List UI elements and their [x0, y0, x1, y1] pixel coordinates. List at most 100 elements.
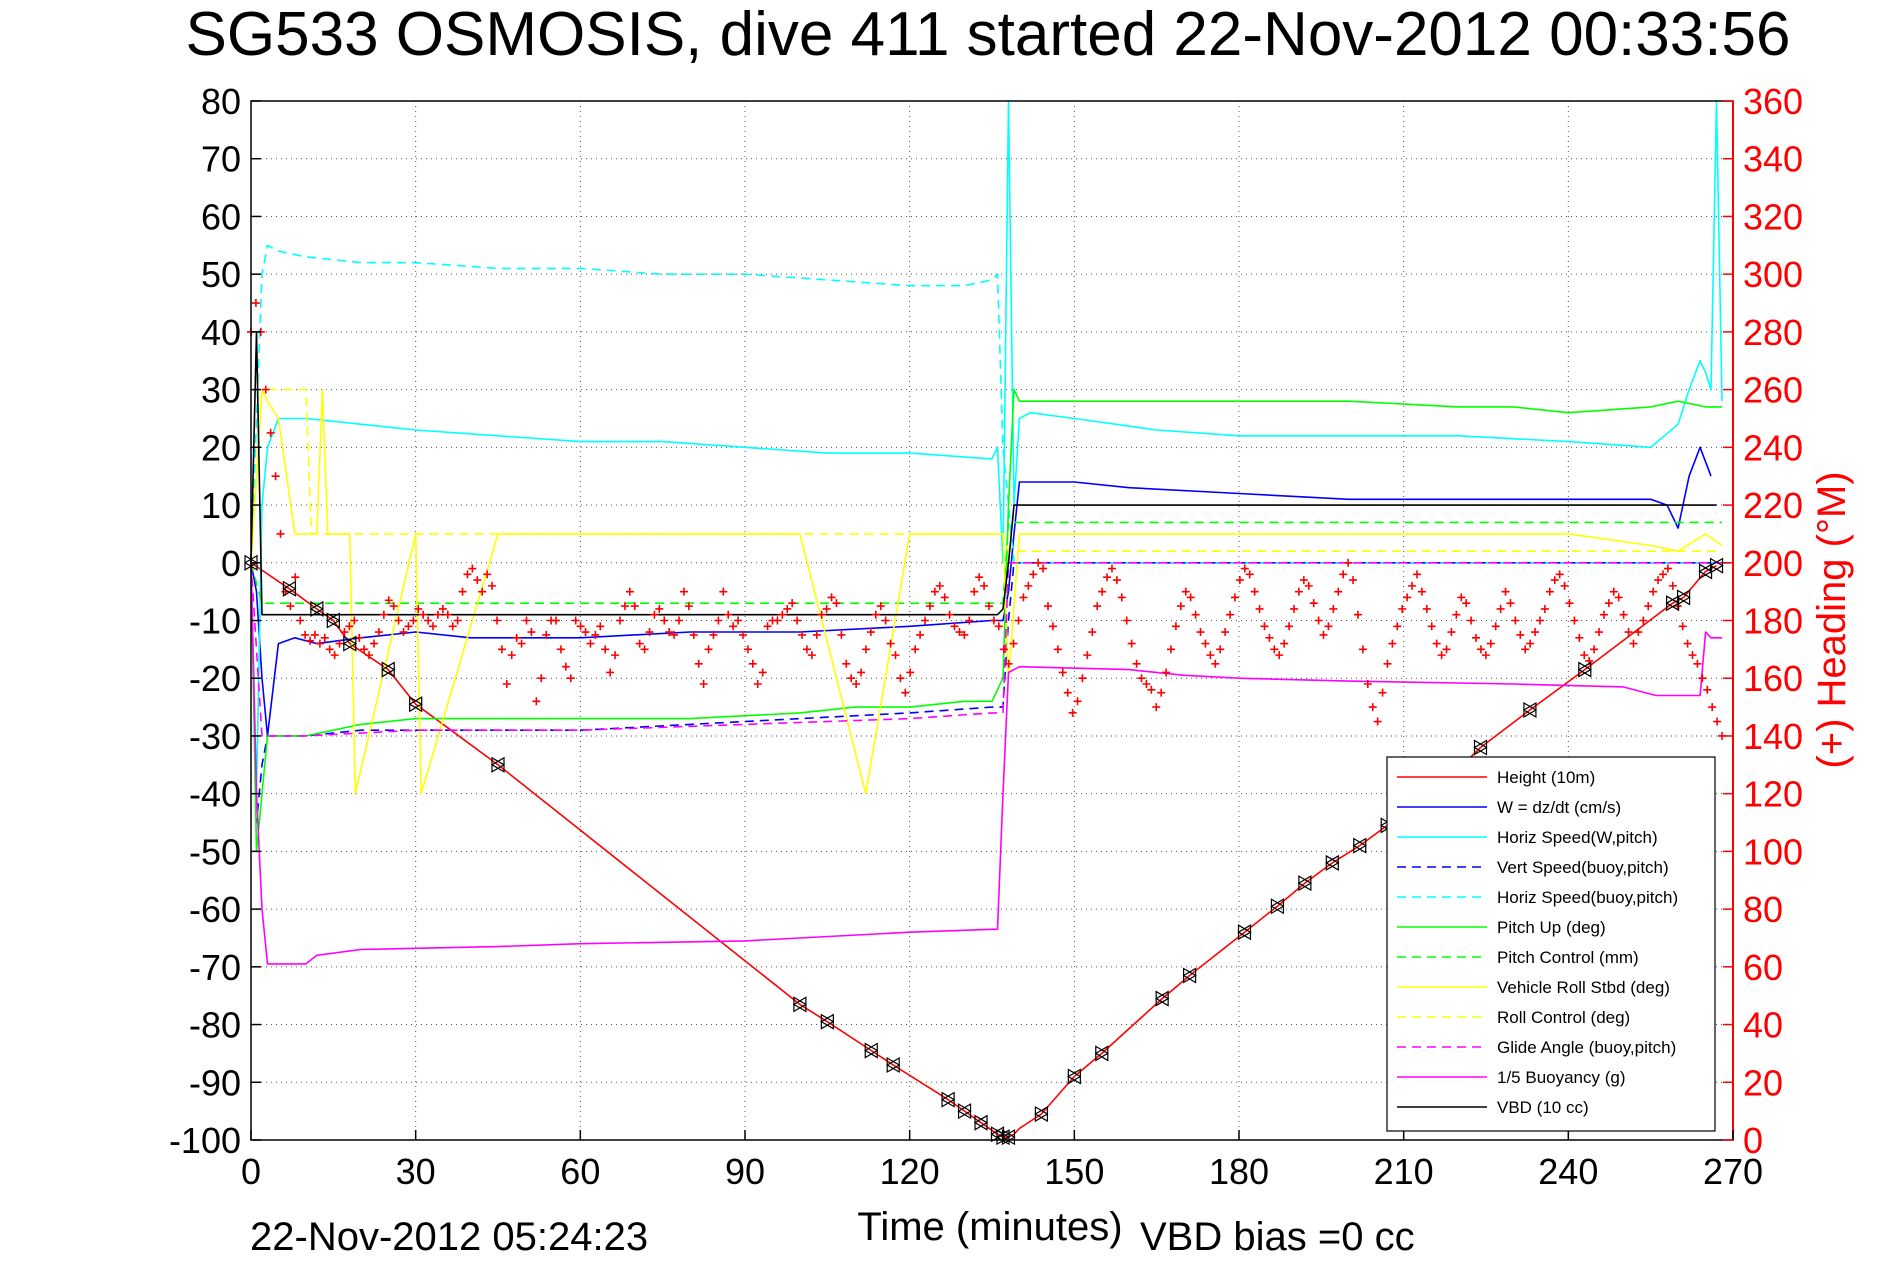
height-marker — [792, 996, 807, 1013]
heading-point — [296, 616, 305, 625]
heading-point — [1319, 630, 1328, 639]
y2-tick-label: 280 — [1743, 312, 1803, 353]
heading-point — [1083, 651, 1092, 660]
heading-point — [1604, 599, 1613, 608]
heading-point — [1496, 604, 1505, 613]
series-line-10 — [250, 561, 1722, 737]
heading-point — [1521, 645, 1530, 654]
height-marker — [342, 635, 357, 652]
heading-point — [817, 610, 826, 619]
heading-point — [497, 645, 506, 654]
heading-point — [291, 573, 300, 582]
heading-point — [724, 610, 733, 619]
y2-tick-label: 0 — [1743, 1120, 1763, 1161]
heading-point — [748, 659, 757, 668]
y-tick-label: 0 — [221, 543, 241, 584]
heading-point — [1048, 622, 1057, 631]
x-tick-label: 30 — [396, 1151, 436, 1192]
heading-point — [1447, 628, 1456, 637]
heading-point — [1334, 587, 1343, 596]
heading-point — [719, 587, 728, 596]
heading-point — [468, 564, 477, 573]
height-marker — [973, 1114, 988, 1131]
heading-point — [1157, 688, 1166, 697]
heading-point — [1550, 576, 1559, 585]
heading-point — [1540, 604, 1549, 613]
heading-point — [837, 630, 846, 639]
heading-point — [1634, 628, 1643, 637]
heading-point — [1117, 593, 1126, 602]
heading-point — [1565, 599, 1574, 608]
heading-point — [404, 622, 413, 631]
heading-point — [365, 651, 374, 660]
heading-point — [1432, 639, 1441, 648]
heading-point — [581, 628, 590, 637]
x-tick-label: 210 — [1374, 1151, 1434, 1192]
heading-point — [1285, 622, 1294, 631]
heading-point — [1383, 659, 1392, 668]
heading-point — [561, 662, 570, 671]
heading-point — [1624, 628, 1633, 637]
y2-tick-label: 40 — [1743, 1005, 1783, 1046]
heading-point — [1226, 610, 1235, 619]
heading-point — [1339, 570, 1348, 579]
heading-point — [266, 428, 275, 437]
heading-point — [360, 645, 369, 654]
x-tick-label: 180 — [1209, 1151, 1269, 1192]
heading-point — [315, 639, 324, 648]
heading-point — [1107, 564, 1116, 573]
heading-point — [1703, 685, 1712, 694]
y-tick-label: 70 — [201, 139, 241, 180]
heading-point — [1290, 604, 1298, 613]
heading-point — [1713, 717, 1722, 726]
heading-point — [1029, 570, 1038, 579]
height-marker — [1067, 1068, 1081, 1085]
heading-point — [350, 616, 359, 625]
heading-point — [783, 604, 792, 613]
heading-markers — [247, 299, 1727, 740]
heading-point — [1088, 628, 1097, 637]
heading-point — [345, 622, 354, 631]
y2-tick-label: 340 — [1743, 139, 1803, 180]
height-marker — [1297, 875, 1312, 892]
heading-point — [1654, 576, 1663, 585]
y-tick-label: 10 — [201, 485, 241, 526]
heading-point — [916, 630, 925, 639]
height-marker — [282, 580, 297, 597]
heading-point — [694, 659, 703, 668]
y-tick-label: -30 — [189, 716, 241, 757]
heading-point — [1506, 599, 1515, 608]
heading-point — [955, 628, 964, 637]
heading-point — [369, 639, 378, 648]
heading-point — [1073, 697, 1082, 706]
y2-tick-label: 240 — [1743, 427, 1803, 468]
y2-tick-label: 360 — [1743, 81, 1803, 122]
y2-tick-label: 260 — [1743, 370, 1803, 411]
heading-point — [970, 587, 979, 596]
y-tick-label: -10 — [189, 601, 241, 642]
heading-point — [1545, 587, 1554, 596]
height-marker — [1182, 967, 1197, 984]
heading-point — [1491, 622, 1500, 631]
heading-point — [394, 616, 403, 625]
y2-axis-label: (+) Heading (°M) — [1810, 471, 1854, 768]
heading-point — [1024, 581, 1033, 590]
heading-point — [1245, 570, 1254, 579]
y2-tick-label: 20 — [1743, 1062, 1783, 1103]
heading-point — [798, 630, 807, 639]
heading-point — [1044, 602, 1053, 611]
y2-tick-label: 180 — [1743, 601, 1803, 642]
series-layer — [250, 100, 1733, 1138]
heading-point — [738, 630, 747, 639]
heading-point — [1260, 622, 1269, 631]
heading-point — [261, 385, 270, 394]
heading-point — [1457, 593, 1466, 602]
heading-point — [999, 645, 1008, 654]
y2-tick-label: 80 — [1743, 889, 1783, 930]
heading-point — [994, 622, 1003, 631]
heading-point — [453, 616, 462, 625]
y-tick-label: -40 — [189, 774, 241, 815]
heading-point — [458, 587, 467, 596]
heading-point — [1353, 610, 1362, 619]
heading-point — [615, 616, 624, 625]
